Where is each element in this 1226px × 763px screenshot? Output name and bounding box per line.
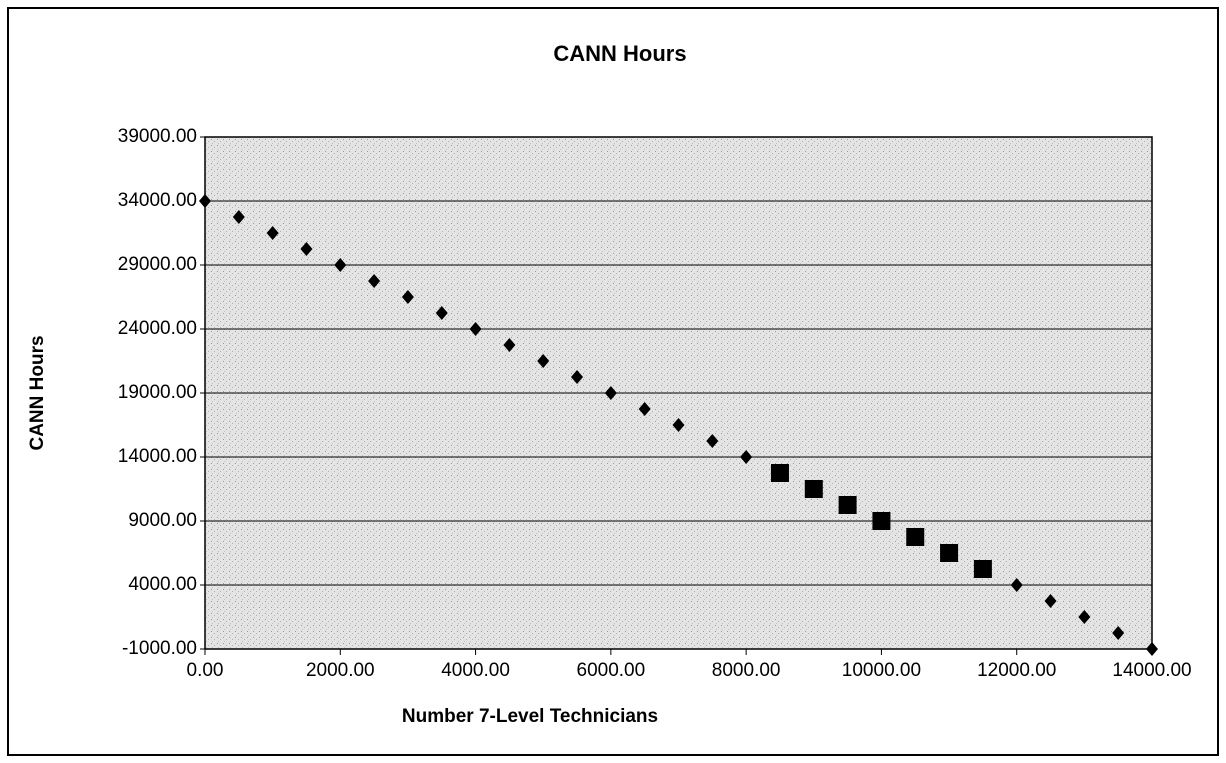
y-tick-label: -1000.00 [122, 638, 197, 659]
chart-title: CANN Hours [553, 41, 686, 66]
square-point [804, 480, 823, 498]
x-tick-label: 12000.00 [977, 660, 1056, 681]
diamond-point [1112, 626, 1125, 640]
square-point [973, 560, 992, 578]
diamond-point [266, 226, 279, 240]
square-point [940, 544, 959, 562]
diamond-point [672, 418, 685, 432]
square-point [906, 528, 925, 546]
x-tick-label: 2000.00 [306, 660, 375, 681]
y-tick-label: 24000.00 [118, 318, 197, 339]
diamond-point [435, 306, 448, 320]
diamond-point [1078, 610, 1091, 624]
x-tick-label: 14000.00 [1112, 660, 1191, 681]
diamond-point [368, 274, 381, 288]
diamond-point [503, 338, 516, 352]
x-tick-label: 8000.00 [712, 660, 781, 681]
y-axis-label: CANN Hours [27, 335, 48, 450]
diamond-point [1044, 594, 1057, 608]
y-tick-label: 39000.00 [118, 126, 197, 147]
diamond-point [537, 354, 550, 368]
diamond-point [334, 258, 347, 272]
x-axis-label: Number 7-Level Technicians [402, 706, 658, 727]
diamond-point [469, 322, 482, 336]
x-tick-label: 4000.00 [441, 660, 510, 681]
square-point [770, 464, 789, 482]
y-tick-label: 34000.00 [118, 190, 197, 211]
diamond-point [199, 194, 211, 208]
diamond-point [706, 434, 719, 448]
diamond-point [401, 290, 414, 304]
diamond-point [232, 210, 245, 224]
y-tick-label: 4000.00 [128, 574, 197, 595]
diamond-point [740, 450, 753, 464]
square-point [872, 512, 891, 530]
diamond-point [604, 386, 617, 400]
y-tick-label: 19000.00 [118, 382, 197, 403]
x-tick-label: 10000.00 [842, 660, 921, 681]
diamond-point [571, 370, 584, 384]
y-tick-label: 29000.00 [118, 254, 197, 275]
y-tick-label: 14000.00 [118, 446, 197, 467]
x-tick-label: 0.00 [187, 660, 224, 681]
diamond-point [1010, 578, 1023, 592]
diamond-point [638, 402, 651, 416]
square-point [838, 496, 857, 514]
diamond-point [1146, 642, 1158, 656]
x-tick-label: 6000.00 [577, 660, 646, 681]
diamond-point [300, 242, 313, 256]
y-tick-label: 9000.00 [128, 510, 197, 531]
